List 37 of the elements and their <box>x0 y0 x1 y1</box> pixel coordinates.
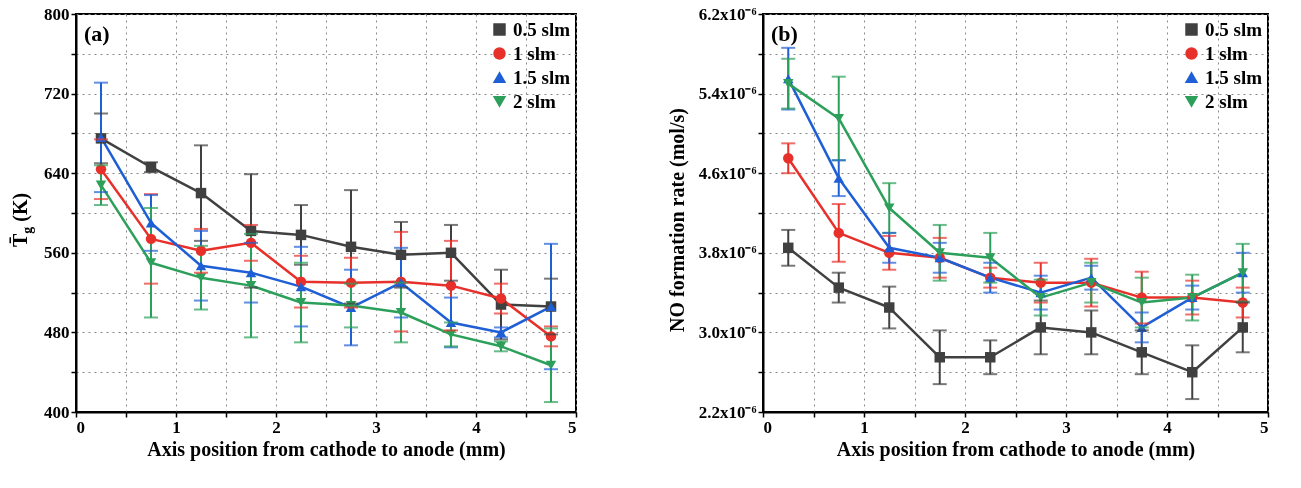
x-tick-label: 1 <box>860 417 869 437</box>
legend-label: 1.5 slm <box>1205 66 1263 88</box>
x-tick-label: 2 <box>272 417 281 437</box>
legend-label: 1.5 slm <box>513 66 571 88</box>
legend-label: 0.5 slm <box>513 18 571 40</box>
legend-label: 1 slm <box>513 42 556 64</box>
y-tick-label: 4.6x10⁻⁶ <box>698 163 757 183</box>
y-tick-label: 640 <box>44 163 70 183</box>
x-axis-title: Axis position from cathode to anode (mm) <box>836 437 1196 461</box>
x-tick-label: 5 <box>1260 417 1269 437</box>
y-tick-label: 560 <box>44 243 70 263</box>
y-tick-label: 400 <box>44 402 70 422</box>
x-tick-label: 0 <box>76 417 85 437</box>
y-tick-label: 480 <box>44 322 70 342</box>
x-tick-label: 4 <box>472 417 482 437</box>
y-tick-label: 2.2x10⁻⁶ <box>698 402 757 422</box>
y-tick-label: 6.2x10⁻⁶ <box>698 4 757 24</box>
y-tick-label: 3.8x10⁻⁶ <box>698 243 757 263</box>
legend-label: 0.5 slm <box>1205 18 1263 40</box>
x-tick-label: 3 <box>372 417 381 437</box>
y-tick-label: 720 <box>44 84 70 104</box>
x-axis-title: Axis position from cathode to anode (mm) <box>147 437 506 461</box>
x-tick-label: 2 <box>961 417 970 437</box>
y-axis-title: NO formation rate (mol/s) <box>665 108 689 332</box>
legend-label: 1 slm <box>1205 42 1248 64</box>
x-tick-label: 4 <box>1163 417 1173 437</box>
legend-label: 2 slm <box>513 90 556 112</box>
x-tick-label: 5 <box>568 417 577 437</box>
y-tick-label: 800 <box>44 4 70 24</box>
y-tick-label: 3.0x10⁻⁶ <box>698 322 757 342</box>
legend-label: 2 slm <box>1205 90 1248 112</box>
annotation: (a) <box>84 21 110 46</box>
x-tick-label: 1 <box>172 417 181 437</box>
x-tick-label: 3 <box>1062 417 1071 437</box>
annotation: (b) <box>771 21 798 46</box>
y-tick-label: 5.4x10⁻⁶ <box>698 84 757 104</box>
x-tick-label: 0 <box>763 417 772 437</box>
